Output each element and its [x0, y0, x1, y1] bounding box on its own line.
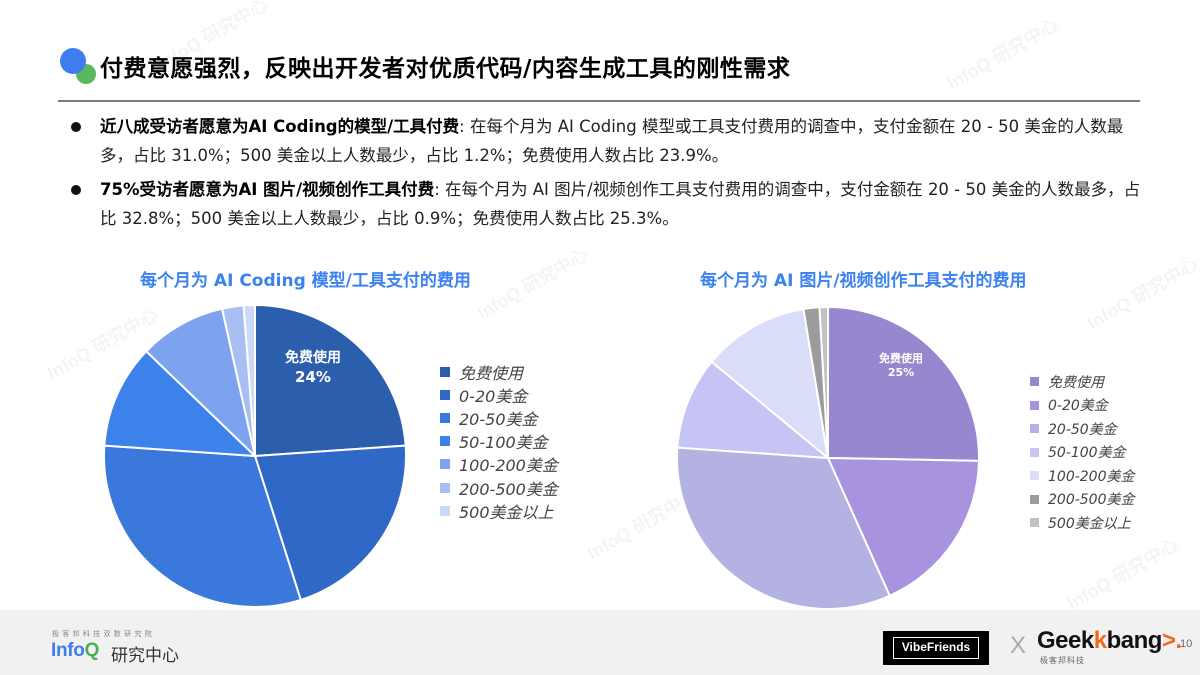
- geekbang-subtitle: 极客邦科技: [1040, 656, 1085, 665]
- pie-slice: [254, 303, 407, 458]
- infoq-logo: InfoQ: [51, 640, 99, 662]
- legend-item: 免费使用: [1030, 370, 1135, 394]
- slide-header: 付费意愿强烈，反映出开发者对优质代码/内容生成工具的刚性需求: [58, 46, 1140, 102]
- legend-swatch-icon: [440, 505, 450, 516]
- watermark: InfoQ 研究中心: [472, 241, 592, 326]
- legend-swatch-icon: [1030, 377, 1039, 387]
- pie-slice: [242, 303, 256, 457]
- legend-item: 200-500美金: [440, 476, 558, 499]
- legend-swatch-icon: [440, 459, 450, 470]
- bullet-lead: 近八成受访者愿意为AI Coding的模型/工具付费: [100, 117, 460, 136]
- pie-label-free-image-video: 免费使用 25%: [879, 352, 923, 380]
- pie-slice: [144, 307, 257, 460]
- bullet-item: 75%受访者愿意为AI 图片/视频创作工具付费: 在每个月为 AI 图片/视频创…: [68, 175, 1148, 233]
- legend-item: 0-20美金: [440, 383, 558, 406]
- bullet-lead: 75%受访者愿意为AI 图片/视频创作工具付费: [100, 180, 435, 199]
- legend-swatch-icon: [440, 436, 450, 447]
- legend-label: 20-50美金: [459, 409, 538, 429]
- legend-label: 500美金以上: [1048, 515, 1131, 532]
- pie-slice: [253, 444, 407, 602]
- legend-label: 100-200美金: [1048, 468, 1135, 485]
- legend-swatch-icon: [1030, 424, 1039, 434]
- title-divider: [58, 100, 1140, 102]
- legend-label: 50-100美金: [459, 433, 548, 453]
- legend-swatch-icon: [1030, 447, 1039, 457]
- legend-label: 20-50美金: [1048, 421, 1117, 438]
- legend-item: 0-20美金: [1030, 394, 1135, 418]
- legend-coding: 免费使用 0-20美金 20-50美金 50-100美金 100-200美金 200-50…: [440, 360, 558, 522]
- legend-label: 免费使用: [459, 363, 524, 383]
- legend-swatch-icon: [1030, 400, 1039, 410]
- legend-item: 100-200美金: [1030, 464, 1135, 488]
- summary-bullets: 近八成受访者愿意为AI Coding的模型/工具付费: 在每个月为 AI Cod…: [68, 112, 1148, 238]
- slice-label: 免费使用: [879, 352, 923, 365]
- legend-image-video: 免费使用 0-20美金 20-50美金 50-100美金 100-200美金 200-50…: [1030, 370, 1135, 535]
- pie-slice: [676, 360, 832, 460]
- legend-item: 50-100美金: [440, 430, 558, 453]
- vibefriends-logo: VibeFriends: [883, 631, 989, 665]
- legend-swatch-icon: [1030, 494, 1039, 504]
- brand-dots-icon: [58, 46, 98, 86]
- slide-footer: 极客邦科技双数研究院 InfoQ 研究中心 VibeFriends X Geek…: [0, 610, 1200, 675]
- chart-title-coding: 每个月为 AI Coding 模型/工具支付的费用: [140, 271, 471, 291]
- page-title: 付费意愿强烈，反映出开发者对优质代码/内容生成工具的刚性需求: [100, 56, 791, 82]
- legend-swatch-icon: [440, 389, 450, 400]
- legend-item: 20-50美金: [440, 406, 558, 429]
- geekbang-logo-accent: >.: [1161, 627, 1182, 654]
- pie-chart-coding: [103, 303, 407, 608]
- slice-label: 免费使用: [285, 350, 341, 366]
- pie-slice: [827, 305, 980, 462]
- legend-item: 免费使用: [440, 360, 558, 383]
- legend-label: 0-20美金: [1048, 398, 1108, 415]
- infoq-subtitle: 极客邦科技双数研究院: [52, 630, 155, 638]
- collab-x-mark: X: [1010, 632, 1027, 659]
- legend-swatch-icon: [1030, 471, 1039, 481]
- legend-item: 200-500美金: [1030, 488, 1135, 512]
- legend-swatch-icon: [440, 366, 450, 377]
- pie-slice: [676, 446, 892, 610]
- bullet-item: 近八成受访者愿意为AI Coding的模型/工具付费: 在每个月为 AI Cod…: [68, 112, 1148, 170]
- legend-swatch-icon: [440, 412, 450, 423]
- slice-value: 25%: [887, 365, 915, 379]
- pie-slice: [818, 305, 829, 459]
- blue-dot-icon: [60, 48, 86, 74]
- geekbang-logo: Geekkbang>.: [1037, 627, 1182, 655]
- legend-label: 200-500美金: [459, 479, 558, 499]
- legend-label: 免费使用: [1048, 374, 1104, 391]
- geekbang-logo-rest: bang: [1106, 627, 1163, 654]
- legend-item: 100-200美金: [440, 453, 558, 476]
- infoq-research-center: 研究中心: [111, 646, 179, 666]
- legend-swatch-icon: [1030, 518, 1039, 528]
- bullet-text: : 在每个月为 AI 图片/视频创作工具支付费用的调查中，支付金额在 20 - …: [100, 180, 1141, 228]
- legend-label: 0-20美金: [459, 386, 528, 406]
- page-number: 10: [1180, 638, 1193, 650]
- infoq-logo-q: Q: [84, 640, 100, 661]
- chart-title-image-video: 每个月为 AI 图片/视频创作工具支付的费用: [700, 271, 1027, 291]
- pie-slice: [826, 456, 980, 598]
- bullet-dot-icon: [71, 122, 81, 132]
- bullet-dot-icon: [71, 185, 81, 195]
- geekbang-logo-main: Geek: [1037, 627, 1094, 654]
- legend-item: 20-50美金: [1030, 417, 1135, 441]
- legend-label: 50-100美金: [1048, 445, 1126, 462]
- pie-slice: [103, 444, 303, 608]
- watermark: InfoQ 研究中心: [1062, 531, 1182, 616]
- legend-item: 500美金以上: [440, 499, 558, 522]
- watermark: InfoQ 研究中心: [1082, 251, 1200, 336]
- pie-slice: [710, 307, 830, 461]
- legend-label: 100-200美金: [459, 456, 558, 476]
- slice-value: 24%: [295, 367, 331, 386]
- vibefriends-logo-text: VibeFriends: [893, 637, 979, 659]
- bullet-text: : 在每个月为 AI Coding 模型或工具支付费用的调查中，支付金额在 20…: [100, 117, 1124, 165]
- legend-label: 200-500美金: [1048, 492, 1135, 509]
- geekbang-logo-k: k: [1093, 627, 1107, 654]
- legend-item: 50-100美金: [1030, 441, 1135, 465]
- legend-item: 500美金以上: [1030, 511, 1135, 535]
- legend-label: 500美金以上: [459, 502, 554, 522]
- pie-slice: [103, 349, 258, 458]
- pie-chart-image-video: [676, 305, 980, 610]
- pie-label-free-coding: 免费使用 24%: [285, 350, 341, 386]
- infoq-logo-text: Info: [51, 640, 85, 661]
- legend-swatch-icon: [440, 482, 450, 493]
